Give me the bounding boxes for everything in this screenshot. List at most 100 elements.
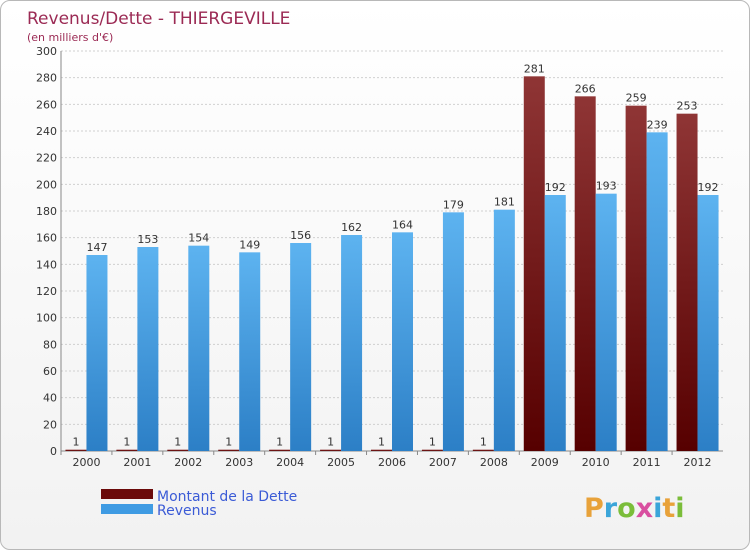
x-tick-label: 2012 [684,456,712,469]
bar-revenus-2008 [493,209,515,451]
y-tick-label: 40 [43,392,57,405]
value-label-debt-2012: 253 [677,100,698,113]
value-label-debt-2004: 1 [276,436,283,449]
y-tick-label: 100 [36,312,57,325]
legend-swatch-revenus [101,504,153,514]
bar-debt-2005 [320,449,342,451]
legend-label-revenus: Revenus [157,503,217,519]
value-label-revenus-2012: 192 [698,181,719,194]
bar-debt-2010 [574,96,596,451]
y-tick-label: 120 [36,285,57,298]
logo-letter: i [653,493,662,524]
value-label-debt-2005: 1 [327,436,334,449]
logo-letter: i [675,493,684,524]
bar-revenus-2006 [392,232,413,451]
value-label-revenus-2011: 239 [647,118,668,131]
y-tick-label: 220 [36,152,57,165]
value-label-debt-2002: 1 [174,436,181,449]
bar-revenus-2001 [137,247,159,451]
value-label-revenus-2002: 154 [188,232,209,245]
legend-label-debt: Montant de la Dette [157,489,297,505]
x-axis-ticks: 2000 2001 2002 2003 2004 2005 2006 2007 2008 2009… [60,451,712,469]
bar-debt-2009 [523,76,545,451]
y-tick-label: 260 [36,98,57,111]
x-tick-label: 2009 [531,456,559,469]
value-label-revenus-2010: 193 [596,180,617,193]
y-tick-label: 60 [43,365,57,378]
bar-revenus-2004 [290,243,312,451]
logo-letter: r [604,493,618,524]
proxiti-logo: Proxiti [584,493,685,524]
value-label-debt-2003: 1 [225,436,232,449]
y-tick-label: 160 [36,232,57,245]
x-tick-label: 2004 [276,456,304,469]
logo-letter: P [584,493,604,524]
value-label-debt-2006: 1 [378,436,385,449]
logo-letter: t [662,493,675,524]
y-tick-label: 0 [50,445,57,458]
value-label-revenus-2007: 179 [443,198,464,211]
bar-debt-2006 [371,449,392,451]
bar-debt-2001 [116,449,138,451]
legend-swatch-debt [101,489,153,499]
bar-debt-2004 [269,449,291,451]
bars [65,76,719,452]
x-tick-label: 2010 [582,456,610,469]
y-tick-label: 80 [43,338,57,351]
bar-revenus-2007 [442,212,464,451]
x-tick-label: 2006 [378,456,406,469]
bar-debt-2003 [218,449,240,451]
bar-debt-2008 [472,449,494,451]
y-tick-label: 300 [36,45,57,58]
value-label-revenus-2009: 192 [545,181,566,194]
value-label-revenus-2008: 181 [494,196,515,209]
value-label-revenus-2000: 147 [86,241,107,254]
y-tick-label: 280 [36,72,57,85]
x-tick-label: 2000 [72,456,100,469]
value-label-debt-2000: 1 [72,436,79,449]
legend: Montant de la Dette Revenus [101,489,297,519]
bar-debt-2007 [421,449,443,451]
x-tick-label: 2007 [429,456,457,469]
value-label-revenus-2004: 156 [290,229,311,242]
chart-subtitle: (en milliers d'€) [27,31,113,44]
value-label-debt-2010: 266 [575,82,596,95]
x-tick-label: 2011 [633,456,661,469]
y-tick-label: 200 [36,178,57,191]
value-label-revenus-2003: 149 [239,238,260,251]
bar-debt-2012 [676,113,698,452]
y-tick-label: 140 [36,258,57,271]
logo-letter: o [617,493,636,524]
value-label-debt-2001: 1 [123,436,130,449]
bar-debt-2002 [167,449,189,451]
x-tick-label: 2003 [225,456,253,469]
bar-revenus-2012 [697,195,719,451]
chart-title: Revenus/Dette - THIERGEVILLE [27,9,290,29]
x-tick-label: 2001 [123,456,151,469]
bar-debt-2011 [625,105,647,452]
y-tick-label: 240 [36,125,57,138]
bar-debt-2000 [65,449,87,451]
value-label-debt-2011: 259 [626,92,647,105]
bar-revenus-2010 [595,193,617,451]
bar-revenus-2011 [646,132,668,452]
logo-letter: x [636,493,653,524]
value-labels: 1 147 1 153 1 154 1 149 1 156 1 162 1 164 1 179 1 181 281 1… [72,62,718,448]
value-label-revenus-2006: 164 [392,218,413,231]
y-tick-label: 20 [43,418,57,431]
value-label-revenus-2005: 162 [341,221,362,234]
x-tick-label: 2008 [480,456,508,469]
value-label-debt-2009: 281 [524,62,545,75]
y-tick-label: 180 [36,205,57,218]
bar-revenus-2000 [86,255,108,451]
bar-revenus-2005 [341,235,363,451]
value-label-debt-2007: 1 [429,436,436,449]
bar-revenus-2002 [188,245,210,451]
y-axis-ticks: 0 20 40 60 80 100 120 140 160 180 200 220 240 260 280 3… [36,45,57,458]
x-tick-label: 2002 [174,456,202,469]
value-label-debt-2008: 1 [480,436,487,449]
bar-revenus-2003 [239,252,261,451]
x-tick-label: 2005 [327,456,355,469]
